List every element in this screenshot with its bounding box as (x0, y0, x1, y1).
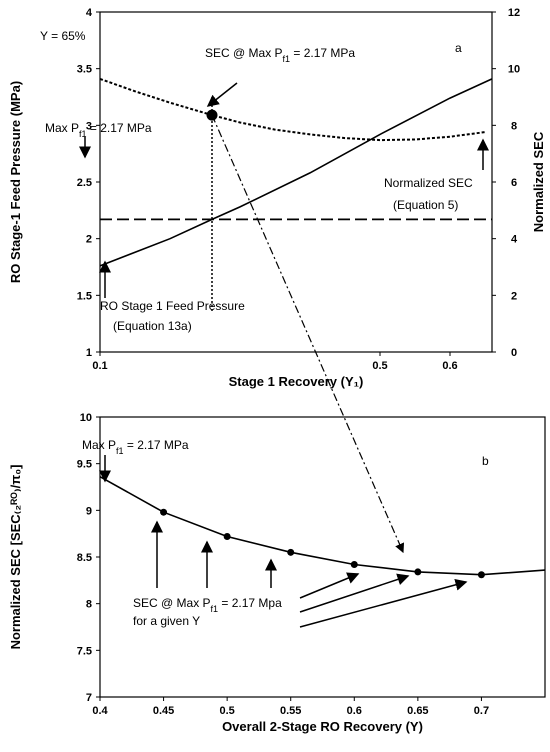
panel: 1 1.5 2 2.5 3 3.5 4 0 2 4 6 8 10 12 0.1 0.5 0.6 Stage 1 R… (8, 7, 546, 389)
y-tick-label: 3.5 (77, 64, 92, 76)
annotation: SEC @ Max Pf1 = 2.17 Mpa (133, 596, 282, 614)
y-tick-label: 3 (86, 120, 92, 132)
plot-frame (99, 416, 546, 698)
y-tick-label: 10 (80, 412, 92, 424)
y-tick-label: 9.5 (77, 459, 92, 471)
annotation-text: = 2.17 MPa (124, 438, 189, 452)
annotation-subscript: f1 (79, 129, 87, 139)
x-tick-label: 0.55 (280, 705, 301, 717)
annotation: Y = 65% (40, 29, 86, 43)
annotation-text: SEC @ Max P (205, 46, 283, 60)
y-tick-label: 2.5 (77, 177, 92, 189)
y-axis-title: RO Stage-1 Feed Pressure (MPa) (8, 81, 23, 283)
x-tick-label: 0.6 (347, 705, 362, 717)
annotation: Max Pf1 = 2.17 MPa (82, 438, 189, 456)
y-tick-label: 9 (86, 505, 92, 517)
annotation: Normalized SEC (384, 176, 473, 190)
annotation: for a given Y (133, 614, 200, 628)
y2-tick-label: 8 (511, 120, 517, 132)
annotation: Max Pf1 = 2.17 MPa (45, 121, 152, 139)
y2-tick-label: 10 (508, 64, 520, 76)
y2-tick-label: 2 (511, 290, 517, 302)
arrow (206, 82, 238, 107)
y-tick-label: 1.5 (77, 290, 92, 302)
x-tick-label: 0.6 (442, 360, 457, 372)
series-line (99, 77, 486, 142)
annotation-subscript: f1 (283, 54, 291, 64)
y-tick-label: 7.5 (77, 645, 92, 657)
data-point (477, 571, 485, 579)
highlight-point (206, 109, 218, 121)
series-line (99, 476, 546, 576)
annotation-text: (Equation 5) (393, 198, 458, 212)
annotation: SEC @ Max Pf1 = 2.17 MPa (205, 46, 355, 64)
x-tick-label: 0.4 (92, 705, 108, 717)
y2-tick-label: 6 (511, 177, 517, 189)
annotation-text: = 2.17 MPa (87, 121, 152, 135)
annotation-text: Max P (45, 121, 79, 135)
data-point (350, 560, 358, 568)
y-tick-label: 1 (86, 347, 92, 359)
annotation-subscript: f1 (211, 604, 219, 614)
x-tick-label: 0.1 (92, 360, 107, 372)
data-point (160, 508, 168, 516)
annotation-text: for a given Y (133, 614, 200, 628)
x-axis-title: Stage 1 Recovery (Y₁) (229, 374, 364, 389)
panel-label: b (482, 454, 489, 468)
y-tick-label: 8.5 (77, 552, 92, 564)
annotation-text: Max P (82, 438, 116, 452)
y-tick-label: 8 (86, 599, 92, 611)
x-tick-label: 0.5 (372, 360, 387, 372)
annotation: (Equation 13a) (113, 319, 192, 333)
panel: 7 7.5 8 8.5 9 9.5 10 0.4 0.45 0.5 0.55 0.6 0.65 0.7 Ov… (8, 412, 546, 734)
x-tick-label: 0.7 (474, 705, 489, 717)
annotation-subscript: f1 (116, 446, 124, 456)
connector (211, 114, 405, 554)
arrow (299, 573, 410, 613)
annotation-text: = 2.17 Mpa (218, 596, 282, 610)
x-tick-label: 0.45 (153, 705, 174, 717)
data-point (414, 568, 422, 576)
y2-tick-label: 0 (511, 347, 517, 359)
panel-label: a (455, 41, 462, 55)
y-tick-label: 2 (86, 234, 92, 246)
annotation-text: RO Stage 1 Feed Pressure (100, 299, 245, 313)
arrow (299, 578, 468, 628)
data-point (223, 532, 231, 540)
annotation: (Equation 5) (393, 198, 458, 212)
arrow (299, 572, 360, 599)
data-point (287, 548, 295, 556)
y-tick-label: 7 (86, 692, 92, 704)
annotation-text: = 2.17 MPa (290, 46, 355, 60)
annotation-text: Y = 65% (40, 29, 86, 43)
y2-axis-title: Normalized SEC (531, 131, 546, 232)
x-tick-label: 0.65 (407, 705, 428, 717)
y-tick-label: 4 (86, 7, 93, 19)
annotation-text: Normalized SEC (384, 176, 473, 190)
x-axis-title: Overall 2-Stage RO Recovery (Y) (222, 719, 423, 734)
y2-tick-label: 12 (508, 7, 520, 19)
annotation-text: SEC @ Max P (133, 596, 211, 610)
annotation: RO Stage 1 Feed Pressure (100, 299, 245, 313)
y2-tick-label: 4 (511, 234, 518, 246)
x-tick-label: 0.5 (219, 705, 234, 717)
annotation-text: (Equation 13a) (113, 319, 192, 333)
arrows (79, 82, 489, 628)
series-line (99, 78, 493, 267)
y-axis-title: Normalized SEC [SEC₍₂ᴿᴼ₎/π₀] (8, 465, 23, 650)
